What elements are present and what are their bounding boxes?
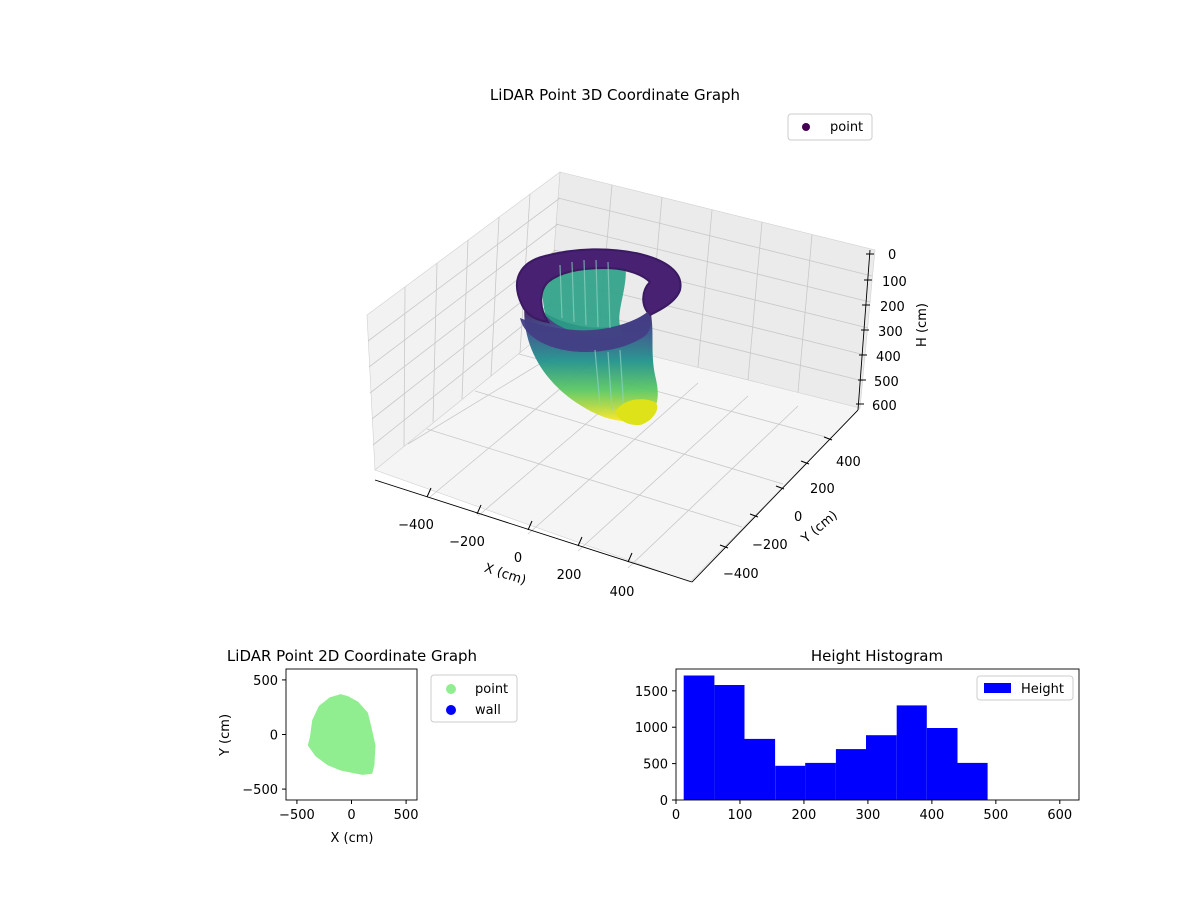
histogram-bar xyxy=(744,738,776,800)
legend-label-point: point xyxy=(830,120,863,135)
legend-2d: point wall xyxy=(430,674,518,723)
y-axis-label-3d: Y (cm) xyxy=(798,508,841,547)
x-ticks-3d: −400 −200 0 200 400 xyxy=(398,487,635,600)
x-tick-label: 0 xyxy=(347,808,355,823)
y-tick-label: −500 xyxy=(242,783,278,798)
z-tick-label: 200 xyxy=(880,300,905,315)
x-axis-label-2d: X (cm) xyxy=(331,831,374,846)
y-tick-label: 0 xyxy=(270,729,278,744)
histogram-bar xyxy=(866,735,897,800)
x-tick-label: 500 xyxy=(983,808,1008,823)
y-tick-label: 1500 xyxy=(635,685,668,700)
x-tick-label: 300 xyxy=(855,808,880,823)
y-tick-label: −400 xyxy=(723,567,759,582)
legend-label-height: Height xyxy=(1021,682,1064,697)
histogram-bar xyxy=(775,765,806,800)
chart-3d: LiDAR Point 3D Coordinate Graph xyxy=(366,86,930,600)
y-tick-label: 0 xyxy=(660,794,668,809)
point-cloud-3d xyxy=(516,248,682,426)
z-axis-label-3d: H (cm) xyxy=(915,303,930,347)
x-tick-label: −400 xyxy=(398,518,434,533)
y-tick-label: 500 xyxy=(253,674,278,689)
x-tick-label: 400 xyxy=(610,585,635,600)
x-tick-label: 0 xyxy=(672,808,680,823)
legend-histogram: Height xyxy=(976,675,1074,701)
histogram-frame xyxy=(675,668,1080,801)
point-cloud-stripes xyxy=(559,259,625,413)
x-tick-label: 200 xyxy=(792,808,817,823)
point-cloud-2d xyxy=(307,694,376,775)
x-tick-label: 500 xyxy=(394,808,419,823)
chart-3d-title: LiDAR Point 3D Coordinate Graph xyxy=(490,86,740,104)
histogram-title: Height Histogram xyxy=(811,647,943,665)
y-tick-label: −200 xyxy=(752,538,788,553)
z-ticks-3d: 0 100 200 300 400 500 600 xyxy=(856,248,907,414)
chart-2d: LiDAR Point 2D Coordinate Graph −500−500… xyxy=(218,647,518,846)
y-tick-label: 0 xyxy=(794,510,802,525)
chart-histogram: Height Histogram 0 100 200 300 400 500 600 0 500… xyxy=(635,647,1080,823)
histogram-bars xyxy=(683,675,988,800)
histogram-bar xyxy=(714,685,745,800)
histogram-bar xyxy=(835,749,866,800)
z-tick-label: 100 xyxy=(882,275,907,290)
point-cloud-top-rim xyxy=(516,248,682,324)
x-axis-line xyxy=(374,479,693,583)
legend-marker-wall xyxy=(446,705,456,715)
y-tick-label: 400 xyxy=(836,455,861,470)
z-tick-label: 500 xyxy=(874,375,899,390)
y-axis-label-2d: Y (cm) xyxy=(218,714,233,757)
point-cloud-bottom-tip xyxy=(615,399,658,426)
y-tick-label: 200 xyxy=(810,482,835,497)
x-tick-label: −200 xyxy=(449,535,485,550)
x-tick-label: 600 xyxy=(1047,808,1072,823)
z-tick-label: 600 xyxy=(872,399,897,414)
legend-3d: point xyxy=(787,113,873,141)
z-tick-label: 300 xyxy=(878,325,903,340)
x-tick-label: 400 xyxy=(919,808,944,823)
chart-2d-title: LiDAR Point 2D Coordinate Graph xyxy=(227,647,477,665)
z-tick-label: 400 xyxy=(876,350,901,365)
y-axis-line xyxy=(691,409,859,583)
legend-swatch-height xyxy=(984,683,1011,693)
x-tick-label: −500 xyxy=(279,808,315,823)
z-tick-label: 0 xyxy=(888,248,896,263)
x-tick-label: 100 xyxy=(728,808,753,823)
x-tick-label: 200 xyxy=(557,568,582,583)
y-ticks-3d: −400 −200 0 200 400 xyxy=(719,436,861,582)
histogram-bar xyxy=(683,675,715,800)
legend-marker-point xyxy=(446,684,456,694)
legend-label-wall: wall xyxy=(475,703,501,718)
point-cloud-rim-front xyxy=(520,312,651,352)
histogram-ticks: 0 100 200 300 400 500 600 0 500 1000 1500 xyxy=(635,685,1072,823)
histogram-bar xyxy=(957,762,988,800)
x-tick-label: 0 xyxy=(514,551,522,566)
histogram-bar xyxy=(896,705,927,800)
histogram-bar xyxy=(926,728,958,800)
legend-marker-point xyxy=(802,123,810,131)
histogram-bar xyxy=(805,762,836,800)
y-tick-label: 500 xyxy=(643,758,668,773)
ticks-2d: −500−500 0 0 500 500 xyxy=(242,674,418,823)
legend-label-point: point xyxy=(475,682,508,697)
y-tick-label: 1000 xyxy=(635,721,668,736)
